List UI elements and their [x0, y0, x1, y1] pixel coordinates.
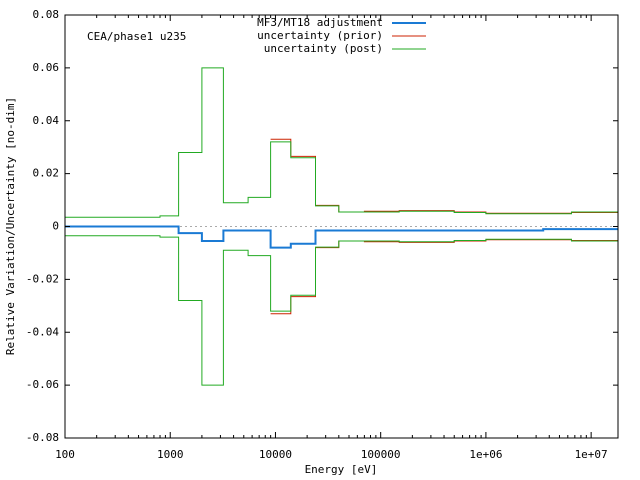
y-tick-label: -0.02 — [26, 272, 59, 285]
series-uncertainty-prior-lower — [270, 239, 618, 315]
x-tick-label: 100000 — [361, 448, 401, 461]
y-tick-label: 0.04 — [33, 114, 60, 127]
legend-label: uncertainty (prior) — [257, 29, 383, 42]
legend-label: uncertainty (post) — [264, 42, 383, 55]
y-tick-label: 0.02 — [33, 167, 60, 180]
series-uncertainty-post-upper — [65, 67, 618, 218]
y-axis-label: Relative Variation/Uncertainty [no-dim] — [4, 97, 17, 355]
series-uncertainty-prior-upper — [270, 138, 618, 214]
y-tick-label: -0.08 — [26, 431, 59, 444]
x-tick-label: 1e+06 — [469, 448, 502, 461]
legend-label: MF3/MT18 adjustment — [257, 16, 383, 29]
series-uncertainty-post-lower — [65, 235, 618, 386]
y-tick-label: 0.06 — [33, 61, 60, 74]
series-mf3-mt18-adjustment — [65, 225, 618, 249]
y-tick-label: -0.04 — [26, 325, 59, 338]
x-tick-label: 100 — [55, 448, 75, 461]
y-tick-label: 0 — [52, 220, 59, 233]
x-tick-label: 1000 — [157, 448, 184, 461]
y-tick-label: 0.08 — [33, 8, 60, 21]
chart-annotation: CEA/phase1 u235 — [87, 30, 186, 43]
x-tick-label: 1e+07 — [575, 448, 608, 461]
x-tick-label: 10000 — [259, 448, 292, 461]
x-axis-label: Energy [eV] — [305, 463, 378, 476]
y-tick-label: -0.06 — [26, 378, 59, 391]
